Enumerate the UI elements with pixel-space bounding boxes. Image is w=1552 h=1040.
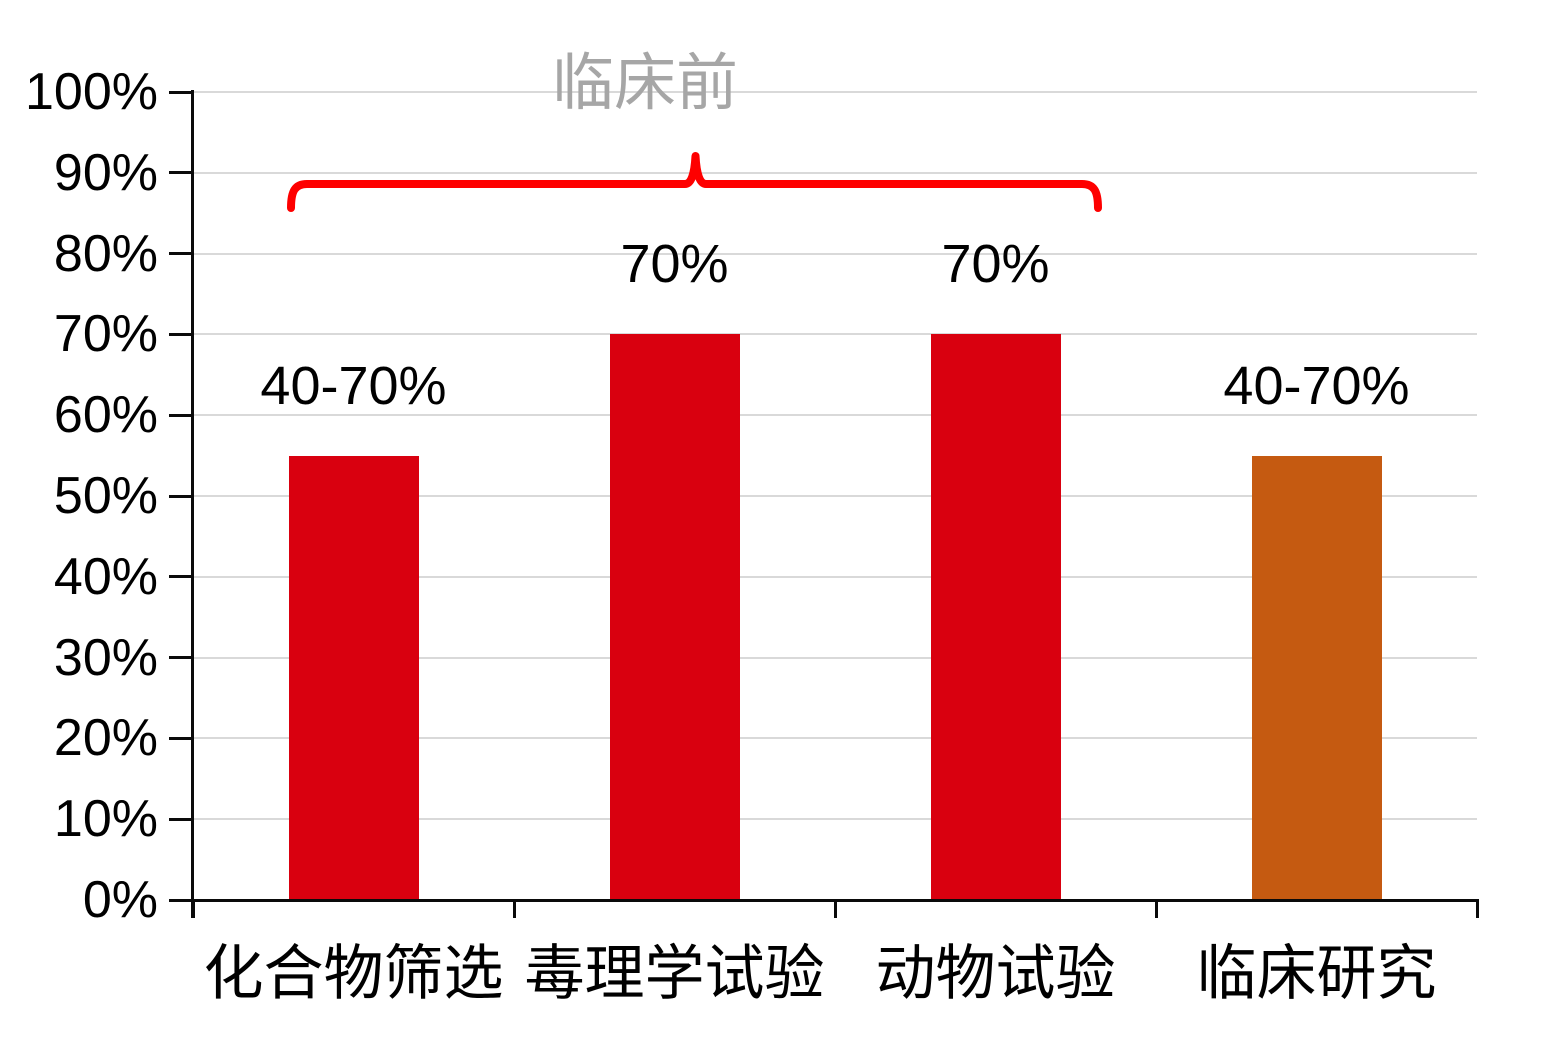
x-axis-category-label: 毒理学试验	[524, 941, 825, 1007]
y-axis-tick-label: 90%	[53, 143, 158, 202]
x-axis-category-label: 化合物筛选	[203, 941, 504, 1007]
y-axis-tick-label: 20%	[53, 709, 158, 768]
gridline	[193, 495, 1477, 497]
x-axis-tick	[512, 900, 516, 918]
x-axis-tick	[833, 900, 837, 918]
y-axis-tick	[169, 332, 193, 336]
bar	[609, 334, 740, 900]
y-axis-tick-label: 70%	[53, 305, 158, 364]
gridline	[193, 414, 1477, 417]
y-axis-tick-label: 30%	[53, 628, 158, 687]
gridline	[193, 171, 1477, 174]
gridline	[193, 818, 1477, 821]
bar-value-label: 40-70%	[260, 355, 447, 416]
y-axis-tick	[169, 817, 193, 821]
x-axis-category-label: 动物试验	[875, 941, 1116, 1007]
x-axis-tick	[1475, 900, 1479, 918]
gridline	[193, 575, 1477, 578]
x-axis-tick	[1154, 900, 1158, 918]
y-axis-tick-label: 100%	[25, 63, 158, 121]
y-axis-tick-label: 60%	[53, 386, 158, 445]
y-axis-tick	[169, 575, 193, 579]
y-axis-tick-label: 10%	[53, 790, 158, 849]
y-axis-line	[191, 90, 194, 918]
x-axis-category-label: 临床研究	[1196, 941, 1437, 1007]
bar-value-label: 70%	[941, 234, 1050, 295]
gridline	[193, 252, 1477, 255]
gridline	[193, 656, 1477, 659]
y-axis-tick	[169, 494, 193, 498]
x-axis-line	[191, 899, 1479, 902]
y-axis-tick	[169, 656, 193, 660]
y-axis-tick-label: 40%	[53, 547, 158, 606]
bar	[288, 455, 419, 900]
y-axis-tick	[169, 898, 193, 902]
gridline	[193, 333, 1477, 336]
y-axis-tick-label: 80%	[53, 224, 158, 283]
y-axis-tick-label: 50%	[53, 467, 158, 525]
y-axis-tick	[169, 736, 193, 740]
bar-value-label: 70%	[620, 234, 729, 295]
y-axis-tick-label: 0%	[82, 871, 158, 929]
bar	[930, 334, 1061, 900]
y-axis-tick	[169, 90, 193, 94]
preclinical-brace-label: 临床前	[551, 50, 738, 118]
gridline	[193, 91, 1477, 93]
y-axis-tick	[169, 171, 193, 175]
gridline	[193, 737, 1477, 740]
y-axis-tick	[169, 413, 193, 417]
bar	[1251, 455, 1382, 900]
bar-value-label: 40-70%	[1223, 355, 1410, 416]
y-axis-tick	[169, 252, 193, 256]
